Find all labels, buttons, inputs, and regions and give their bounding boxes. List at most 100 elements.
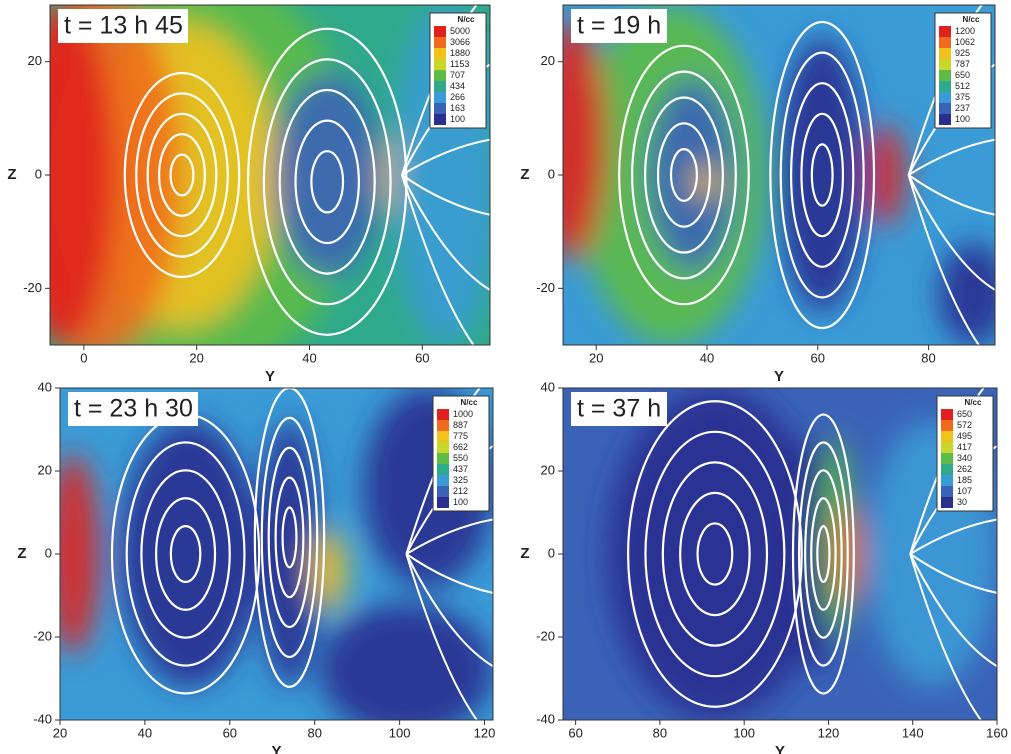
x-tick-label: 60 [223, 725, 237, 740]
colorbar-label: 375 [955, 92, 970, 102]
y-tick-label: -20 [23, 280, 42, 295]
density-field [563, 373, 997, 740]
colorbar-swatch [939, 103, 951, 114]
panel-title: t = 19 h [577, 12, 661, 40]
colorbar-label: 100 [955, 114, 970, 124]
x-axis-label: Y [265, 368, 275, 385]
colorbar-swatch [939, 26, 951, 37]
y-tick-label: 40 [38, 379, 52, 394]
colorbar-swatch [437, 486, 449, 497]
colorbar-swatch [434, 59, 446, 70]
colorbar-label: 340 [957, 453, 972, 463]
x-tick-label: 80 [921, 350, 935, 365]
colorbar-swatch [939, 70, 951, 81]
colorbar-label: 512 [955, 81, 970, 91]
y-tick-label: 20 [541, 462, 555, 477]
x-tick-label: 20 [589, 350, 603, 365]
y-tick-label: 0 [548, 545, 555, 560]
y-tick-label: -20 [536, 628, 555, 643]
colorbar-swatch [437, 464, 449, 475]
colorbar-swatch [434, 114, 446, 125]
x-tick-label: 40 [302, 350, 316, 365]
panel: 20406080-20020YZt = 19 hN/cc120010629257… [520, 0, 1008, 385]
colorbar-swatch [941, 409, 953, 420]
y-tick-label: 20 [28, 53, 42, 68]
panel: 6080100120140160-40-2002040YZt = 37 hN/c… [520, 373, 1007, 754]
x-axis-label: Y [271, 743, 281, 754]
colorbar-label: 1000 [453, 409, 473, 419]
colorbar-label: 650 [957, 409, 972, 419]
x-tick-label: 160 [986, 725, 1008, 740]
colorbar-label: 887 [453, 420, 468, 430]
colorbar-title: N/cc [458, 15, 475, 24]
x-tick-label: 0 [80, 350, 87, 365]
y-tick-label: -40 [33, 711, 52, 726]
colorbar-label: 787 [955, 59, 970, 69]
colorbar-label: 185 [957, 475, 972, 485]
x-tick-label: 20 [53, 725, 67, 740]
x-tick-label: 140 [902, 725, 924, 740]
x-tick-label: 120 [818, 725, 840, 740]
colorbar-label: 100 [450, 114, 465, 124]
colorbar-label: 266 [450, 92, 465, 102]
colorbar-label: 550 [453, 453, 468, 463]
colorbar-swatch [941, 420, 953, 431]
y-tick-label: 0 [548, 166, 555, 181]
colorbar-swatch [434, 48, 446, 59]
colorbar-swatch [941, 431, 953, 442]
colorbar-label: 1153 [450, 59, 469, 69]
colorbar-swatch [437, 453, 449, 464]
y-tick-label: 0 [45, 545, 52, 560]
colorbar-label: 925 [955, 48, 970, 58]
x-tick-label: 100 [733, 725, 755, 740]
y-axis-label: Z [17, 545, 26, 562]
colorbar-swatch [434, 70, 446, 81]
colorbar-swatch [941, 486, 953, 497]
colorbar-label: 262 [957, 464, 972, 474]
colorbar-label: 237 [955, 103, 970, 113]
x-tick-label: 120 [474, 725, 496, 740]
colorbar-title: N/cc [461, 398, 478, 407]
x-tick-label: 40 [700, 350, 714, 365]
colorbar-label: 100 [453, 497, 468, 507]
colorbar-label: 163 [450, 103, 465, 113]
colorbar-swatch [939, 92, 951, 103]
x-tick-label: 20 [189, 350, 203, 365]
panel: 0204060-20020YZt = 13 h 45N/cc5000306618… [6, 0, 499, 385]
colorbar-label: 437 [453, 464, 468, 474]
density-field [47, 373, 493, 740]
colorbar-label: 707 [450, 70, 465, 80]
colorbar-swatch [437, 420, 449, 431]
colorbar-label: 107 [957, 486, 972, 496]
y-tick-label: -40 [536, 711, 555, 726]
colorbar-label: 572 [957, 420, 972, 430]
colorbar-label: 1200 [955, 26, 975, 36]
colorbar-swatch [941, 442, 953, 453]
colorbar-swatch [941, 475, 953, 486]
colorbar-swatch [939, 37, 951, 48]
y-tick-label: -20 [33, 628, 52, 643]
field-blob [47, 454, 99, 653]
colorbar-swatch [434, 26, 446, 37]
y-tick-label: 40 [541, 379, 555, 394]
colorbar-label: 495 [957, 431, 972, 441]
colorbar-label: 417 [957, 442, 972, 452]
colorbar-swatch [941, 464, 953, 475]
field-blob [320, 604, 493, 737]
colorbar-label: 650 [955, 70, 970, 80]
y-tick-label: 20 [38, 462, 52, 477]
colorbar-title: N/cc [965, 398, 982, 407]
colorbar-label: 662 [453, 442, 468, 452]
x-axis-label: Y [774, 368, 784, 385]
colorbar-swatch [434, 81, 446, 92]
y-tick-label: -20 [536, 280, 555, 295]
x-tick-label: 60 [568, 725, 582, 740]
colorbar-swatch [941, 453, 953, 464]
panel-title: t = 37 h [577, 395, 661, 423]
x-tick-label: 40 [138, 725, 152, 740]
figure: 0204060-20020YZt = 13 h 45N/cc5000306618… [0, 0, 1011, 754]
y-tick-label: 0 [35, 166, 42, 181]
y-axis-label: Z [520, 166, 529, 183]
field-blob [274, 73, 380, 277]
